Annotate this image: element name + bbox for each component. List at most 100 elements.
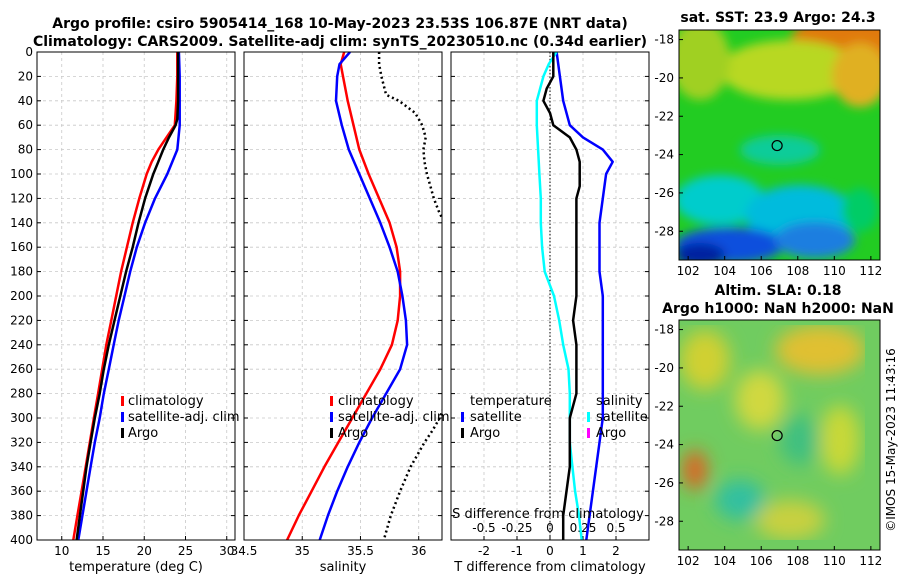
x-tick-label: 36 — [411, 544, 426, 558]
y-tick-label: -22 — [654, 399, 674, 413]
legend-s-satellite: satellite — [596, 410, 648, 425]
imos-credit: ©IMOS 15-May-2023 11:43:16 — [884, 348, 898, 532]
panel-frame — [243, 51, 443, 541]
sla-high-patch — [820, 405, 860, 475]
x-tick-label: 104 — [713, 264, 736, 278]
temperature-legend: climatology satellite-adj. clim Argo — [121, 394, 240, 441]
salinity-panel: 34.5 35 35.5 36 — [231, 51, 443, 558]
y-tick-label: -18 — [654, 33, 674, 47]
y-tick-label: 340 — [10, 460, 33, 474]
y-tick-label: -20 — [654, 71, 674, 85]
y-tick-label: 180 — [10, 265, 33, 279]
sla-map-axes: 102 104 106 108 110 112 -18 -20 -22 -24 -26 -28 — [654, 323, 882, 568]
sst-warm-patch — [679, 30, 730, 100]
series-group — [535, 52, 614, 540]
x-tick-label: 108 — [786, 264, 809, 278]
series-line-s-satellite — [535, 52, 583, 540]
sla-high-patch — [775, 325, 865, 375]
series-group — [285, 52, 442, 540]
x-tick-label: 25 — [178, 544, 193, 558]
x-tick-label: 10 — [54, 544, 69, 558]
x-tick-label: 35.5 — [347, 544, 374, 558]
legend-swatch-argo — [121, 428, 124, 438]
sst-warm-patch — [720, 40, 860, 100]
sla-map: Altim. SLA: 0.18 Argo h1000: NaN h2000: … — [654, 283, 893, 568]
legend-t-argo: Argo — [470, 426, 500, 441]
y-tick-label: 0 — [25, 45, 33, 59]
y-tick-label: 60 — [18, 118, 33, 132]
x-tick-label: 104 — [713, 554, 736, 568]
legend-swatch-t-satellite — [461, 412, 464, 422]
y-tick-label: -18 — [654, 323, 674, 337]
x-tick-label: 0 — [546, 544, 554, 558]
title-line-2: Climatology: CARS2009. Satellite-adj cli… — [33, 34, 647, 50]
x-tick-label: 102 — [677, 554, 700, 568]
s-tick-label: 0 — [546, 521, 554, 535]
legend-climatology: climatology — [338, 394, 414, 409]
x-tick-label: 34.5 — [231, 544, 258, 558]
legend-t-satellite: satellite — [470, 410, 522, 425]
sla-map-frame — [678, 319, 881, 551]
x-tick-label: 1 — [579, 544, 587, 558]
sst-map-frame — [678, 29, 881, 261]
legend-swatch-satellite — [330, 412, 333, 422]
y-tick-label: -26 — [654, 186, 674, 200]
y-tick-label: -20 — [654, 361, 674, 375]
x-tick-label: -2 — [478, 544, 490, 558]
x-tick-label: 30 — [219, 544, 234, 558]
title-line-1: Argo profile: csiro 5905414_168 10-May-2… — [52, 16, 627, 32]
y-tick-label: 380 — [10, 509, 33, 523]
sst-map: sat. SST: 23.9 Argo: 24.3 102 104 106 108 11… — [654, 10, 882, 278]
y-tick-label: 240 — [10, 338, 33, 352]
sst-warm-patch — [832, 43, 880, 107]
y-tick-label: 220 — [10, 313, 33, 327]
series-line-argo — [75, 52, 180, 540]
x-tick-label: 35 — [295, 544, 310, 558]
sla-high-patch — [735, 370, 785, 430]
y-tick-label: 160 — [10, 240, 33, 254]
t-difference-xlabel: T difference from climatology — [453, 560, 646, 575]
legend-swatch-satellite — [121, 412, 124, 422]
sla-map-subtitle: Argo h1000: NaN h2000: NaN — [662, 301, 894, 317]
series-line-t-argo — [542, 52, 581, 540]
argo-location-marker — [771, 429, 783, 442]
legend-temperature-title: temperature — [470, 394, 552, 409]
legend-swatch-climatology — [330, 396, 333, 406]
legend-climatology: climatology — [128, 394, 204, 409]
s-tick-label: 0.5 — [606, 521, 625, 535]
x-tick-label: 112 — [859, 264, 882, 278]
y-tick-label: -22 — [654, 109, 674, 123]
y-tick-label: 260 — [10, 362, 33, 376]
x-tick-label: 20 — [137, 544, 152, 558]
temperature-panel: 0 20 40 60 80 100 120 140 160 180 200 220 240 260 280 3… — [10, 45, 236, 558]
legend-s-argo: Argo — [596, 426, 626, 441]
y-tick-label: 280 — [10, 387, 33, 401]
sla-low-patch — [780, 415, 820, 465]
y-tick-label: 80 — [18, 143, 33, 157]
s-tick-label: -0.5 — [472, 521, 495, 535]
series-line-t-satellite — [555, 52, 614, 540]
y-tick-label: -28 — [654, 514, 674, 528]
legend-swatch-argo — [330, 428, 333, 438]
x-tick-label: 106 — [750, 264, 773, 278]
x-tick-label: 106 — [750, 554, 773, 568]
salinity-legend: climatology satellite-adj. clim Argo — [330, 394, 450, 441]
sst-cool-patch — [679, 175, 765, 225]
series-line-satellite-adj-clim — [318, 52, 409, 540]
difference-legend: temperature satellite Argo salinity sate… — [461, 394, 648, 441]
x-tick-label: 110 — [823, 554, 846, 568]
y-tick-label: -24 — [654, 148, 674, 162]
y-tick-label: 360 — [10, 484, 33, 498]
x-tick-label: 112 — [859, 554, 882, 568]
legend-swatch-s-argo — [587, 428, 590, 438]
legend-satellite: satellite-adj. clim — [338, 410, 450, 425]
legend-argo: Argo — [128, 426, 158, 441]
sst-cold-patch — [775, 222, 855, 258]
y-tick-label: 300 — [10, 411, 33, 425]
x-tick-label: 102 — [677, 264, 700, 278]
sst-map-title: sat. SST: 23.9 Argo: 24.3 — [680, 10, 875, 26]
panel-frame — [450, 51, 650, 541]
difference-panel: -2 -1 0 1 2 -0.5 -0.25 0 0.25 0.5 — [450, 51, 650, 558]
sla-low-patch — [715, 480, 765, 520]
sst-cold-patch — [679, 243, 725, 260]
